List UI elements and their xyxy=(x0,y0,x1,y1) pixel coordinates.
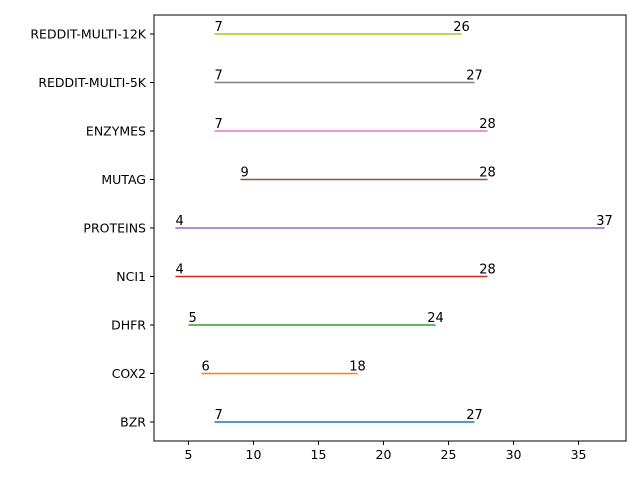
end-label: 28 xyxy=(479,263,496,278)
data-labels: 7 27 6 18 5 24 4 28 4 37 9 28 7 28 7 27 7 26 xyxy=(175,20,612,423)
y-tick-label: PROTEINS xyxy=(83,221,146,236)
start-label: 7 xyxy=(214,408,222,423)
y-tick-label: REDDIT-MULTI-5K xyxy=(38,75,146,90)
x-axis: 5 10 15 20 25 30 35 xyxy=(184,441,586,462)
end-label: 27 xyxy=(466,69,483,84)
end-label: 26 xyxy=(453,20,470,35)
y-axis: BZR COX2 DHFR NCI1 PROTEINS MUTAG ENZYMES REDDI… xyxy=(30,27,154,430)
x-tick-label: 25 xyxy=(441,447,457,462)
x-tick-label: 5 xyxy=(184,447,192,462)
end-label: 18 xyxy=(349,360,366,375)
start-label: 4 xyxy=(175,263,183,278)
start-label: 9 xyxy=(240,166,248,181)
y-tick-label: DHFR xyxy=(111,318,146,333)
y-tick-label: COX2 xyxy=(112,366,146,381)
range-lines xyxy=(175,33,605,423)
y-tick-label: NCI1 xyxy=(116,269,146,284)
start-label: 7 xyxy=(214,117,222,132)
x-tick-label: 20 xyxy=(376,447,392,462)
y-tick-label: ENZYMES xyxy=(86,124,146,139)
start-label: 7 xyxy=(214,20,222,35)
end-label: 37 xyxy=(596,214,613,229)
end-label: 28 xyxy=(479,117,496,132)
start-label: 7 xyxy=(214,69,222,84)
start-label: 5 xyxy=(188,311,196,326)
y-tick-label: REDDIT-MULTI-12K xyxy=(30,27,146,42)
start-label: 4 xyxy=(175,214,183,229)
x-tick-label: 15 xyxy=(311,447,327,462)
x-tick-label: 10 xyxy=(246,447,262,462)
x-tick-label: 35 xyxy=(571,447,587,462)
end-label: 24 xyxy=(427,311,444,326)
y-tick-label: MUTAG xyxy=(101,172,146,187)
start-label: 6 xyxy=(201,360,209,375)
x-tick-label: 30 xyxy=(506,447,522,462)
end-label: 28 xyxy=(479,166,496,181)
end-label: 27 xyxy=(466,408,483,423)
y-tick-label: BZR xyxy=(120,415,146,430)
